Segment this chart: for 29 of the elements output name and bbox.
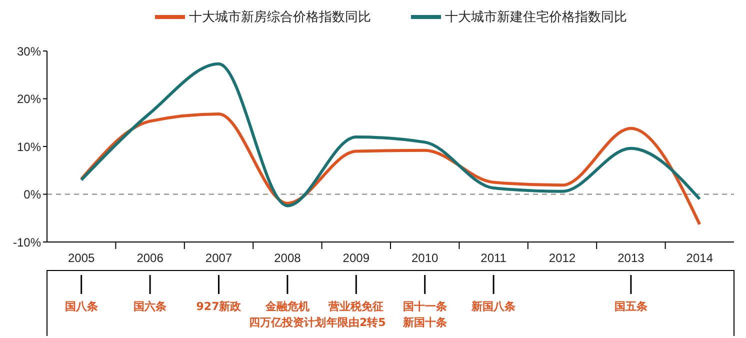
x-tick-label: 2006 [136, 251, 164, 265]
x-tick-label: 2014 [686, 251, 714, 265]
legend-label: 十大城市新房综合价格指数同比 [189, 8, 371, 26]
x-tick-label: 2009 [342, 251, 370, 265]
x-tick-label: 2007 [205, 251, 232, 265]
x-tick-label: 2011 [480, 251, 507, 265]
annotation: 金融危机 [264, 300, 310, 313]
x-tick-label: 2010 [412, 251, 439, 265]
annotation: 营业税免征 [328, 300, 384, 313]
y-tick-label: 20% [16, 92, 42, 106]
annotation: 国五条 [614, 300, 648, 313]
text: 新国十条 [402, 316, 447, 329]
annotation: 927新政 [196, 300, 242, 313]
y-tick-label: 0% [24, 188, 42, 202]
legend-label: 十大城市新建住宅价格指数同比 [445, 8, 627, 26]
annotation: 国十一条 [402, 300, 447, 313]
y-tick-label: -10% [12, 235, 42, 250]
text: 四万亿投资计划 [248, 316, 326, 329]
annotation: 新国八条 [470, 300, 516, 313]
x-tick-label: 2012 [548, 251, 576, 265]
line-series [80, 62, 702, 208]
text: 年限由2转5 [325, 316, 386, 329]
y-tick-label: 30% [16, 44, 42, 58]
annotation: 国八条 [64, 300, 98, 313]
x-tick-label: 2013 [618, 251, 645, 265]
annotation: 国六条 [134, 300, 167, 313]
x-tick-label: 2005 [68, 251, 96, 265]
y-tick-label: 10% [16, 140, 42, 154]
x-tick-label: 2008 [274, 251, 302, 265]
